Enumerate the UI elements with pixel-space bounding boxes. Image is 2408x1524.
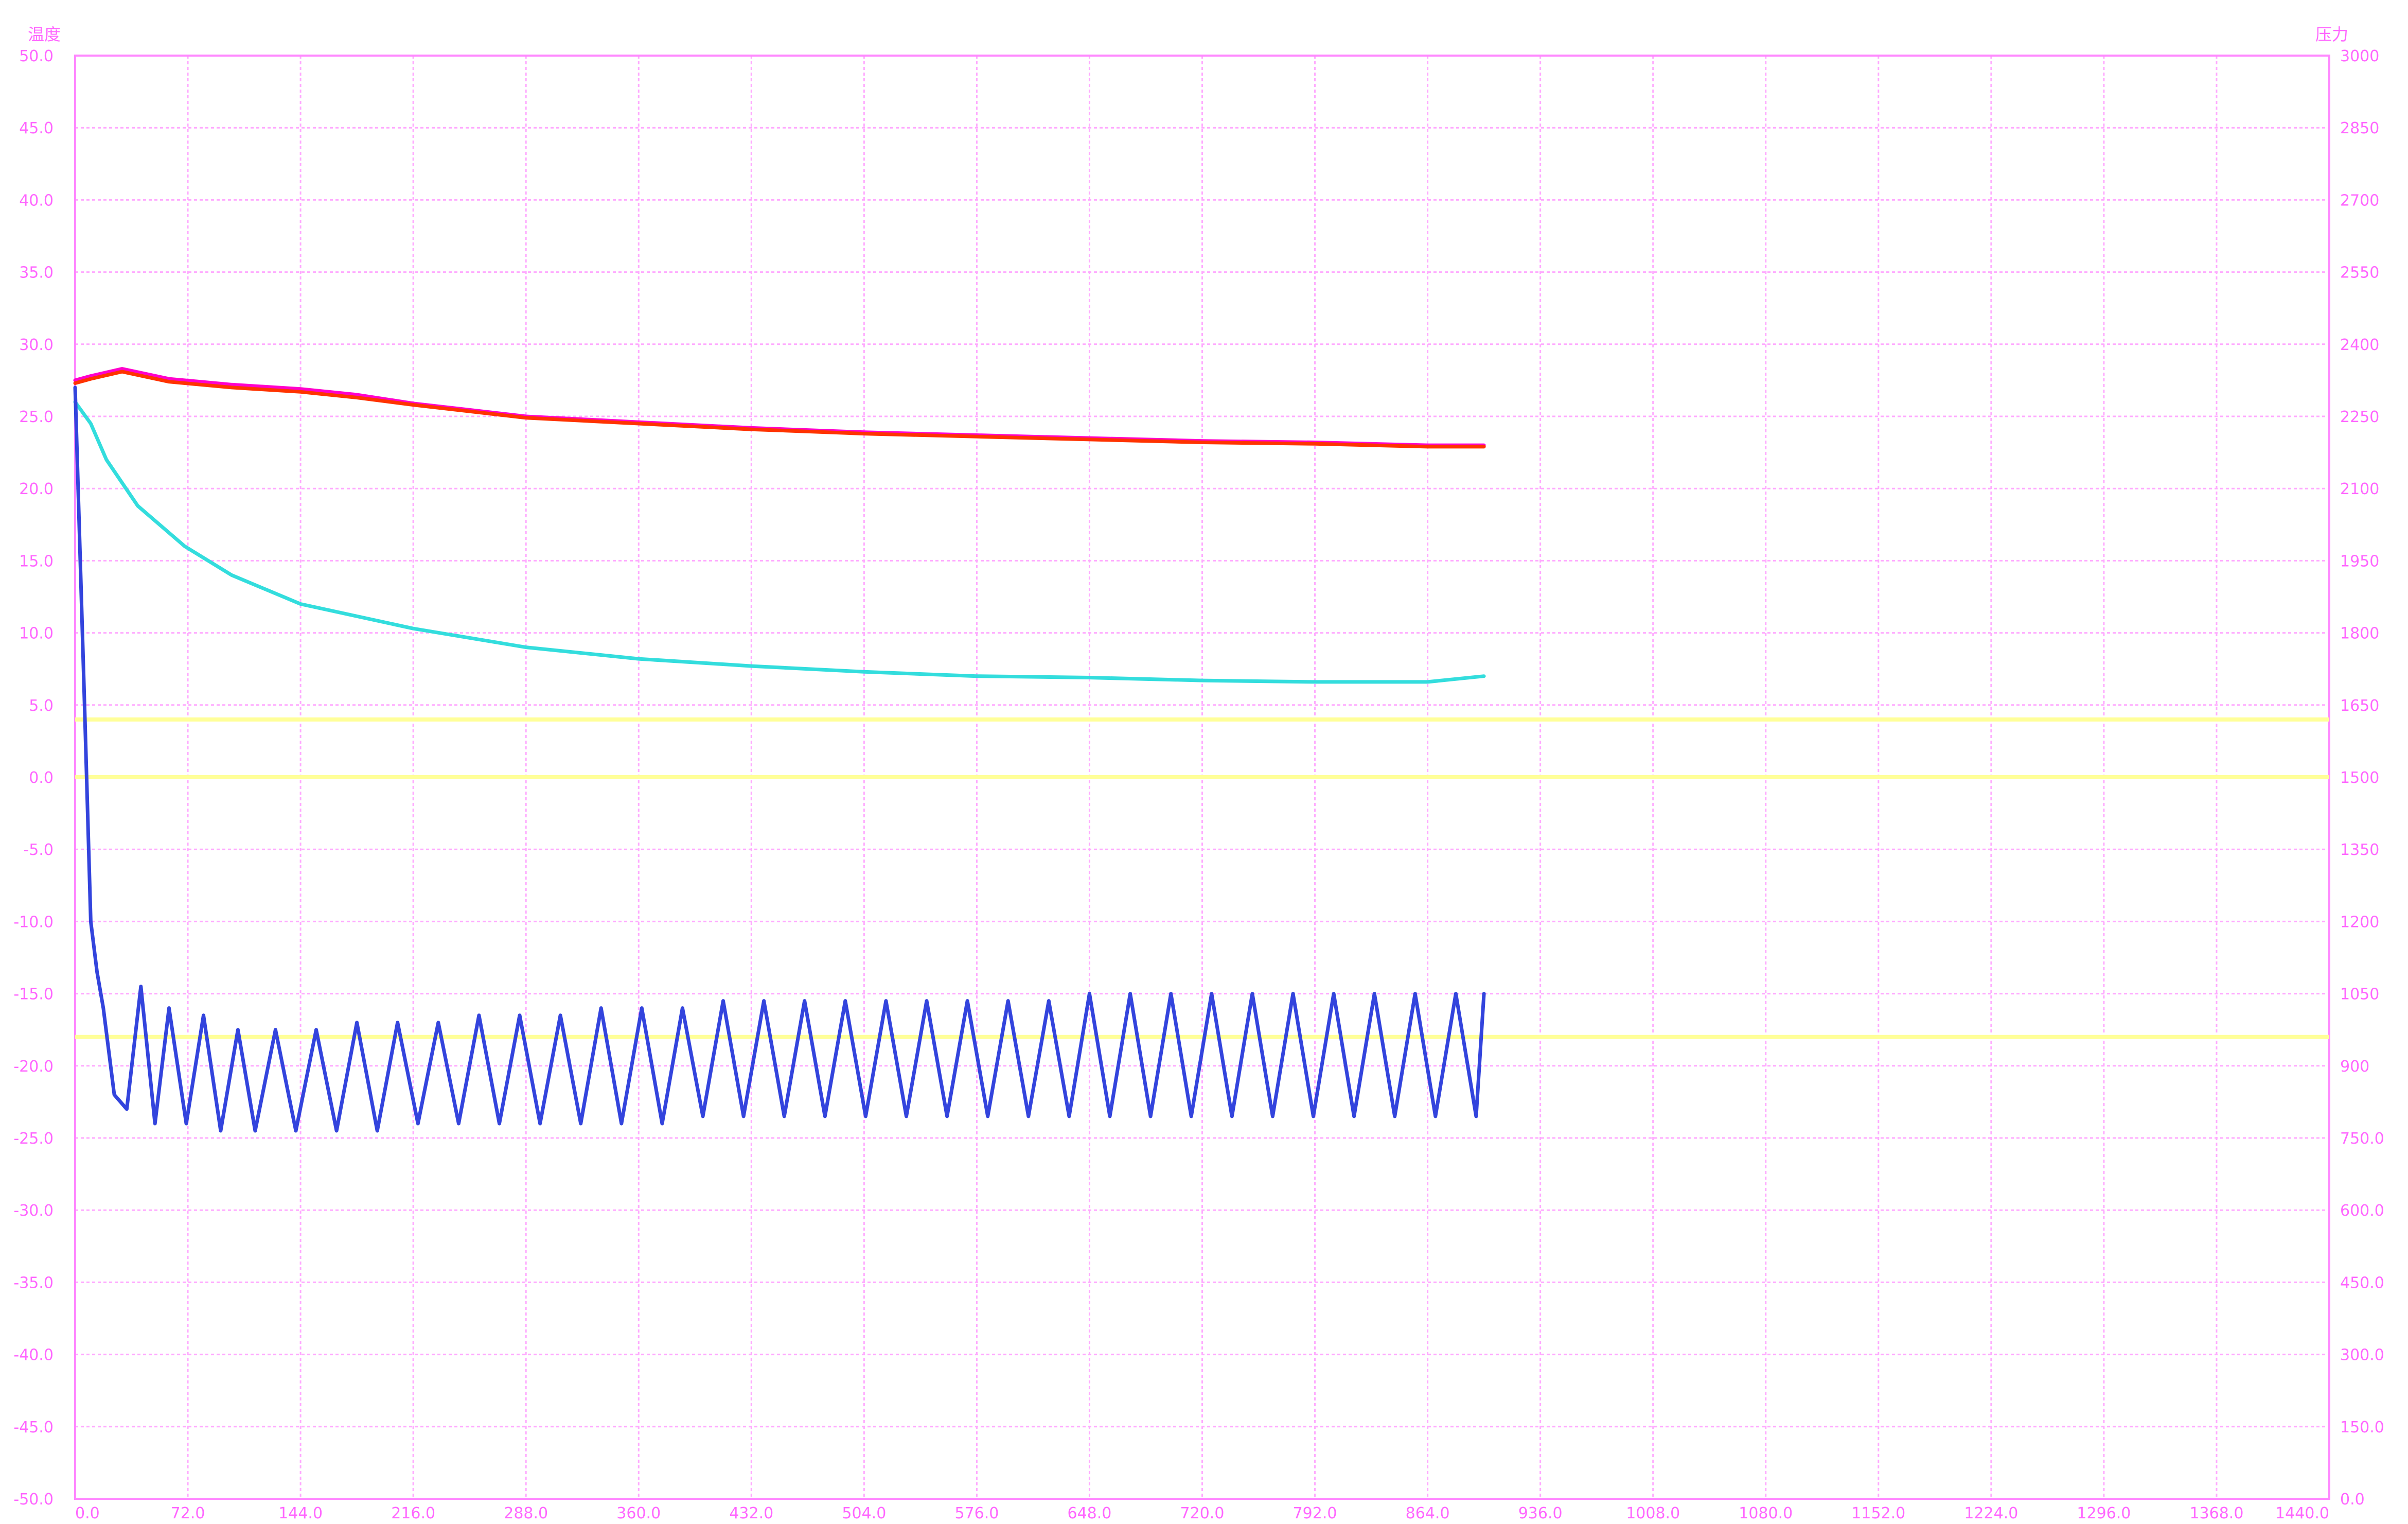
bottom-tick-label: 1080.0 <box>1739 1504 1793 1522</box>
left-tick-label: -50.0 <box>13 1491 54 1509</box>
series-line-4 <box>75 388 1484 1131</box>
left-tick-label: -45.0 <box>13 1418 54 1437</box>
right-tick-label: 150.0 <box>2340 1418 2384 1437</box>
left-tick-label: -20.0 <box>13 1058 54 1076</box>
right-tick-label: 2400 <box>2340 336 2379 354</box>
left-tick-label: -40.0 <box>13 1346 54 1364</box>
right-axis-label: 压力 <box>2315 25 2348 44</box>
bottom-tick-label: 216.0 <box>391 1504 435 1522</box>
right-tick-label: 750.0 <box>2340 1130 2384 1148</box>
series-line-1 <box>75 369 1484 446</box>
left-tick-label: -5.0 <box>23 841 54 859</box>
bottom-tick-label: 72.0 <box>171 1504 205 1522</box>
left-tick-label: 50.0 <box>19 47 54 65</box>
left-tick-label: 30.0 <box>19 336 54 354</box>
left-tick-label: 25.0 <box>19 408 54 426</box>
left-tick-label: 5.0 <box>29 697 54 715</box>
right-tick-label: 900 <box>2340 1058 2369 1076</box>
left-tick-label: 45.0 <box>19 119 54 137</box>
tick-labels: 50.0 3000 45.0 2850 40.0 2700 35.0 2550 30.0 2400… <box>13 47 2384 1522</box>
left-tick-label: 20.0 <box>19 480 54 498</box>
right-tick-label: 2700 <box>2340 191 2379 209</box>
left-tick-label: 40.0 <box>19 191 54 209</box>
bottom-tick-label: 1224.0 <box>1964 1504 2018 1522</box>
series-line-2 <box>75 372 1484 447</box>
bottom-tick-label: 792.0 <box>1293 1504 1337 1522</box>
right-tick-label: 300.0 <box>2340 1346 2384 1364</box>
bottom-tick-label: 1008.0 <box>1626 1504 1680 1522</box>
right-tick-label: 2100 <box>2340 480 2379 498</box>
bottom-tick-label: 936.0 <box>1518 1504 1563 1522</box>
right-tick-label: 2850 <box>2340 119 2379 137</box>
right-tick-label: 3000 <box>2340 47 2379 65</box>
right-tick-label: 1650 <box>2340 697 2379 715</box>
bottom-tick-label: 1296.0 <box>2077 1504 2131 1522</box>
bottom-tick-label: 648.0 <box>1068 1504 1112 1522</box>
left-tick-label: -25.0 <box>13 1130 54 1148</box>
right-tick-label: 0.0 <box>2340 1491 2365 1509</box>
bottom-tick-label: 288.0 <box>504 1504 548 1522</box>
right-tick-label: 1350 <box>2340 841 2379 859</box>
left-tick-label: 10.0 <box>19 625 54 643</box>
right-tick-label: 1950 <box>2340 552 2379 570</box>
bottom-tick-label: 0.0 <box>75 1504 100 1522</box>
series-layer <box>75 369 1484 1131</box>
bottom-tick-label: 576.0 <box>954 1504 999 1522</box>
right-tick-label: 450.0 <box>2340 1274 2384 1292</box>
right-tick-label: 1800 <box>2340 625 2379 643</box>
right-tick-label: 1500 <box>2340 769 2379 787</box>
bottom-tick-label: 144.0 <box>278 1504 323 1522</box>
left-tick-label: 0.0 <box>29 769 54 787</box>
bottom-tick-label: 1440.0 <box>2275 1504 2329 1522</box>
left-tick-label: 35.0 <box>19 264 54 282</box>
left-tick-label: -30.0 <box>13 1202 54 1220</box>
bottom-tick-label: 360.0 <box>616 1504 661 1522</box>
bottom-tick-label: 864.0 <box>1406 1504 1450 1522</box>
left-axis-label: 温度 <box>28 25 61 44</box>
left-tick-label: -35.0 <box>13 1274 54 1292</box>
right-tick-label: 2550 <box>2340 264 2379 282</box>
bottom-tick-label: 1368.0 <box>2189 1504 2243 1522</box>
bottom-tick-label: 432.0 <box>729 1504 773 1522</box>
right-tick-label: 600.0 <box>2340 1202 2384 1220</box>
bottom-tick-label: 720.0 <box>1180 1504 1225 1522</box>
left-tick-label: -15.0 <box>13 986 54 1004</box>
bottom-tick-label: 504.0 <box>842 1504 886 1522</box>
right-tick-label: 1200 <box>2340 913 2379 931</box>
bottom-tick-label: 1152.0 <box>1851 1504 1905 1522</box>
right-tick-label: 2250 <box>2340 408 2379 426</box>
right-tick-label: 1050 <box>2340 986 2379 1004</box>
left-tick-label: 15.0 <box>19 552 54 570</box>
left-tick-label: -10.0 <box>13 913 54 931</box>
